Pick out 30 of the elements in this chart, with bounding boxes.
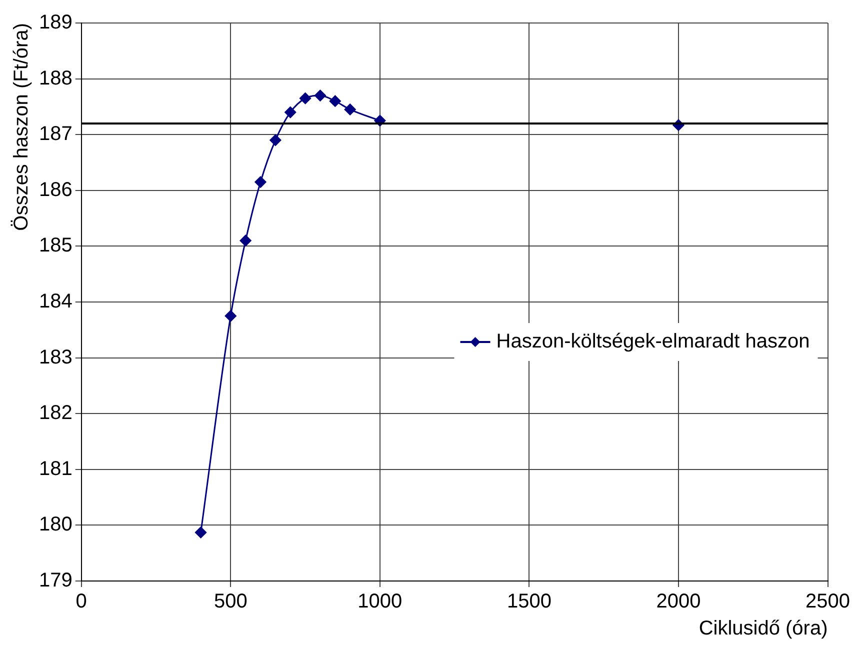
x-tick-label: 2000 bbox=[656, 590, 701, 613]
y-tick-label: 187 bbox=[38, 123, 72, 146]
y-tick-label: 185 bbox=[38, 234, 72, 257]
y-tick-label: 179 bbox=[38, 570, 72, 592]
x-tick-label: 2500 bbox=[806, 590, 850, 613]
y-tick-label: 181 bbox=[38, 458, 72, 480]
y-axis-title: Összes haszon (Ft/óra) bbox=[10, 23, 33, 231]
y-tick-label: 182 bbox=[38, 402, 72, 424]
y-tick-label: 188 bbox=[38, 67, 72, 90]
point bbox=[224, 310, 236, 322]
point bbox=[240, 234, 252, 246]
point bbox=[254, 176, 266, 188]
y-tick-label: 189 bbox=[38, 12, 72, 34]
point bbox=[344, 104, 356, 116]
point bbox=[329, 95, 341, 107]
x-tick-label: 1500 bbox=[506, 590, 552, 613]
point bbox=[195, 526, 207, 538]
point bbox=[284, 106, 296, 118]
x-axis-title: Ciklusidő (óra) bbox=[698, 618, 828, 640]
y-tick-label: 183 bbox=[38, 346, 72, 368]
x-tick-label: 0 bbox=[76, 590, 87, 613]
y-tick-label: 184 bbox=[38, 290, 72, 313]
y-tick-label: 186 bbox=[38, 178, 72, 201]
legend-label: Haszon-költségek-elmaradt haszon bbox=[496, 330, 810, 353]
point bbox=[314, 90, 326, 102]
point bbox=[300, 92, 312, 104]
x-tick-label: 500 bbox=[214, 590, 248, 613]
point bbox=[270, 134, 282, 146]
x-tick-label: 1000 bbox=[358, 590, 402, 613]
y-tick-label: 180 bbox=[38, 514, 72, 536]
